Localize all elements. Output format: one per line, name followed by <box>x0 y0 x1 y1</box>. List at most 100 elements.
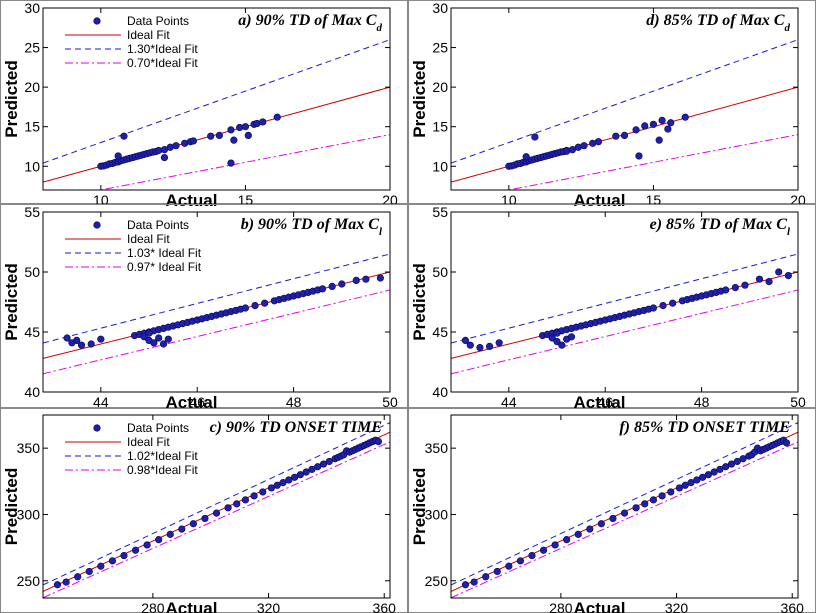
data-point <box>649 496 658 504</box>
data-point <box>548 334 556 342</box>
data-point <box>97 335 105 343</box>
data-point <box>586 525 594 533</box>
panel-f: 280 320 360 250 300 350 Actual Predicted f) 85% … <box>408 408 816 613</box>
data-point <box>655 136 663 144</box>
data-point <box>145 329 153 337</box>
data-point <box>493 567 501 576</box>
panel-title: c) 90% TD ONSET TIME <box>210 419 382 436</box>
data-point <box>659 302 667 310</box>
data-point <box>227 126 235 134</box>
y-tick-label: 300 <box>17 506 41 522</box>
legend-label: Data Points <box>127 14 189 28</box>
data-point <box>108 557 116 565</box>
data-point <box>704 471 712 479</box>
panel-title-main: c) 90% TD ONSET TIME <box>210 419 382 436</box>
panel-e: 44 46 48 50 40 45 50 55 Actual Predicted e) 85% TD… <box>408 204 816 412</box>
data-point <box>273 113 281 121</box>
data-point <box>376 274 384 282</box>
x-axis-label: Actual <box>166 393 218 412</box>
data-point <box>352 276 360 285</box>
data-point <box>251 302 259 310</box>
data-point <box>635 152 643 160</box>
legend-label: 1.03* Ideal Fit <box>127 246 202 260</box>
panel-title-subscript: d <box>785 22 791 34</box>
panel-border <box>408 0 816 204</box>
data-point <box>250 492 258 500</box>
data-point <box>172 142 180 150</box>
data-point <box>681 113 689 121</box>
panel-border <box>408 204 816 408</box>
y-axis-label: Predicted <box>2 263 21 340</box>
data-point <box>74 573 82 581</box>
data-point <box>131 546 140 554</box>
data-point <box>782 439 791 447</box>
data-point <box>531 133 539 141</box>
data-point <box>328 282 336 291</box>
legend-label: 0.97* Ideal Fit <box>127 260 202 274</box>
y-tick-label: 25 <box>432 40 448 56</box>
y-axis-label: Predicted <box>2 468 21 545</box>
data-point <box>338 280 346 288</box>
x-tick-label: 10 <box>93 192 109 208</box>
data-point <box>632 126 640 134</box>
data-point <box>687 479 695 487</box>
data-point <box>244 131 252 139</box>
legend-label: 1.30*Ideal Fit <box>127 42 198 56</box>
data-points <box>461 436 791 589</box>
plot-frame <box>450 211 799 393</box>
data-point <box>120 132 128 140</box>
data-point <box>784 272 792 280</box>
y-tick-label: 10 <box>24 158 40 174</box>
data-point <box>669 299 677 307</box>
data-point <box>505 562 513 570</box>
data-point <box>63 334 71 342</box>
data-point <box>207 132 215 140</box>
data-points <box>505 113 689 170</box>
data-point <box>675 484 684 492</box>
data-point <box>62 578 70 586</box>
y-tick-label: 20 <box>432 79 448 95</box>
data-point <box>539 546 548 554</box>
legend-marker <box>93 424 101 432</box>
legend-label: 0.98*Ideal Fit <box>127 463 198 477</box>
y-tick-label: 15 <box>24 119 40 135</box>
data-point <box>159 340 168 348</box>
panel-title-subscript: d <box>377 22 383 34</box>
plot-frame <box>42 7 391 191</box>
data-point <box>733 457 741 466</box>
panel-title-main: f) 85% TD ONSET TIME <box>619 419 790 436</box>
y-tick-label: 350 <box>425 440 449 456</box>
legend-label: Ideal Fit <box>127 232 170 246</box>
x-tick-label: 46 <box>597 394 613 410</box>
x-tick-label: 20 <box>790 192 806 208</box>
data-point <box>649 304 658 312</box>
data-point <box>658 116 666 124</box>
fit-line <box>506 134 798 190</box>
data-point <box>285 476 293 484</box>
y-tick-label: 45 <box>24 324 40 340</box>
data-points <box>461 268 792 352</box>
data-point <box>563 536 571 544</box>
y-tick-label: 50 <box>24 264 40 280</box>
data-point <box>296 471 304 479</box>
legend-label: Ideal Fit <box>127 435 170 449</box>
data-point <box>318 285 327 293</box>
data-point <box>215 131 223 139</box>
fit-line <box>451 253 798 344</box>
data-point <box>178 525 186 533</box>
legend-marker <box>93 17 101 25</box>
data-point <box>765 278 773 286</box>
data-point <box>189 520 197 528</box>
data-point <box>516 557 525 565</box>
data-point <box>314 463 322 471</box>
x-axis-label: Actual <box>166 191 218 210</box>
panel-title-main: d) 85% TD of Max C <box>646 12 785 29</box>
fit-line <box>43 253 390 344</box>
data-point <box>241 304 250 312</box>
x-tick-label: 46 <box>189 394 205 410</box>
x-tick-label: 360 <box>373 600 397 613</box>
data-point <box>308 465 316 473</box>
data-point <box>755 275 764 283</box>
data-point <box>658 492 666 500</box>
panel-title-subscript: l <box>379 226 383 238</box>
